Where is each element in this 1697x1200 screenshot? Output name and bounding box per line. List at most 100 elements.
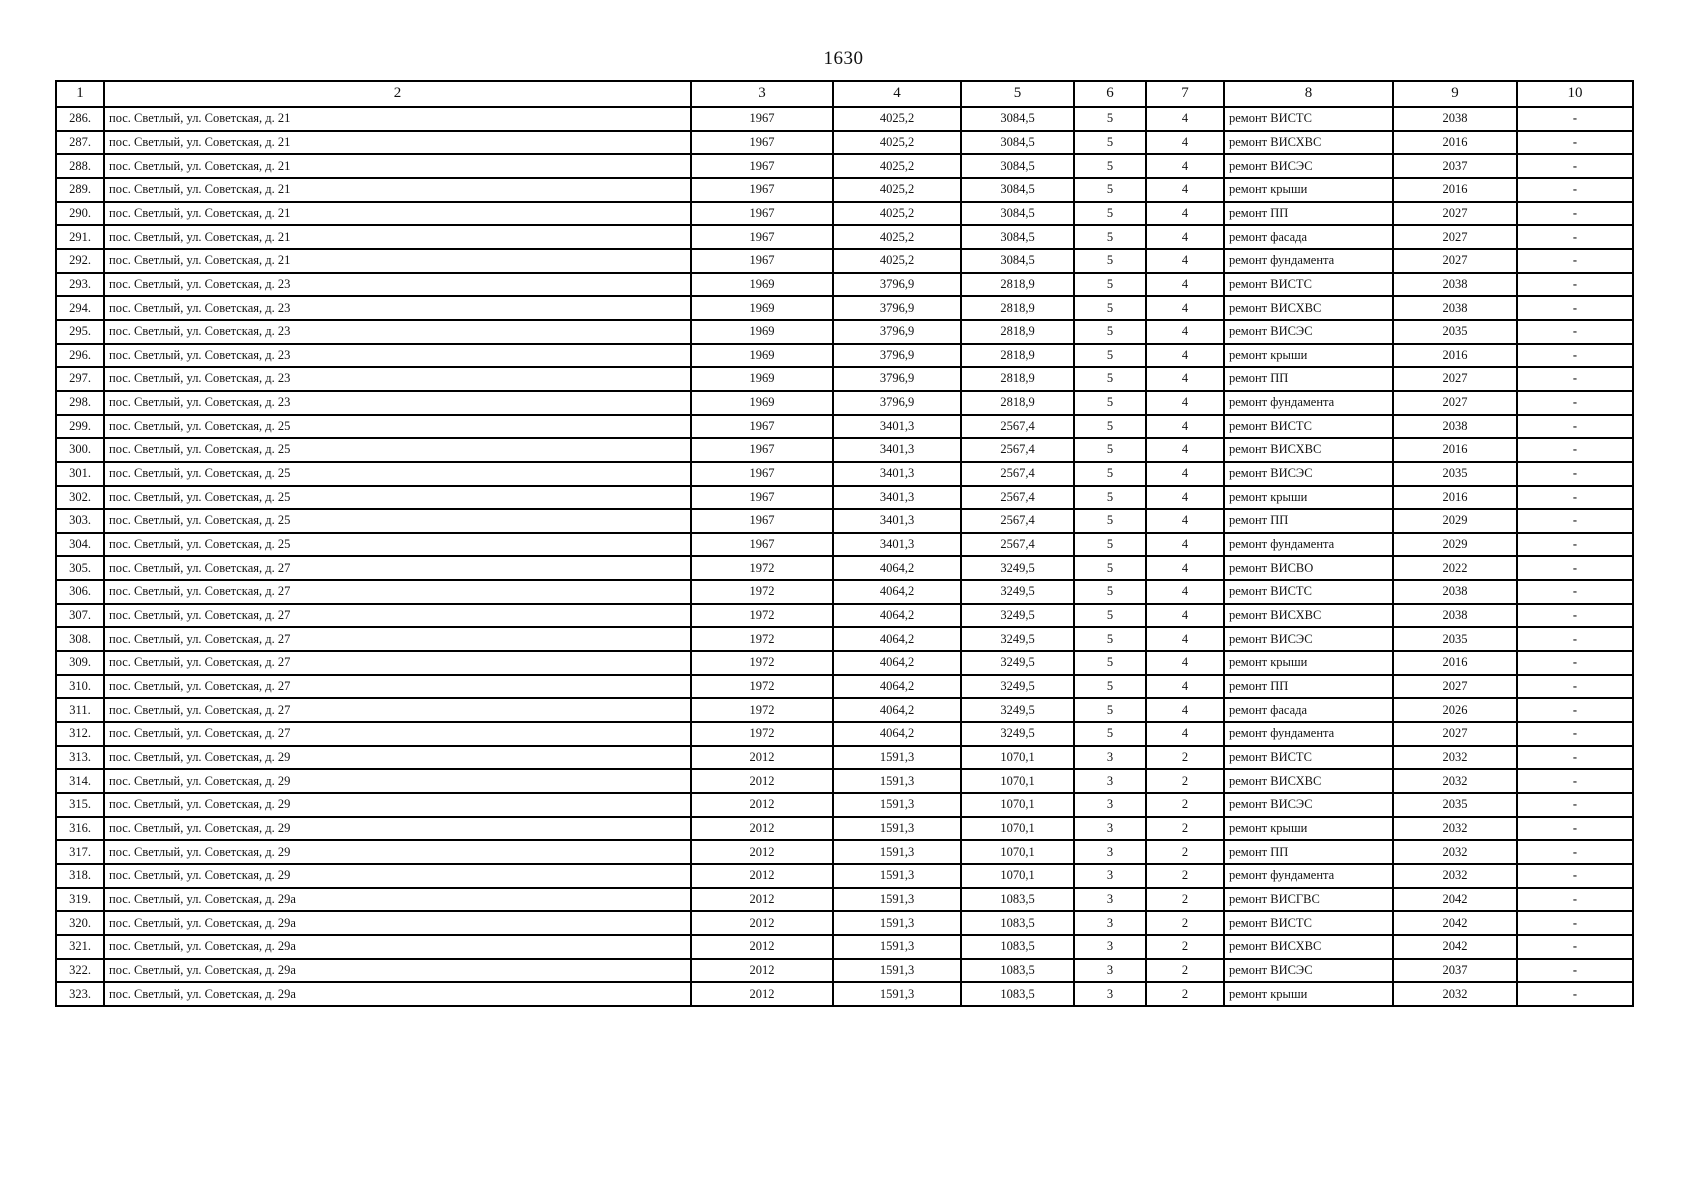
table-row: 321. пос. Светлый, ул. Советская, д. 29а 2… xyxy=(55,933,1634,960)
cell-col-9: 2016 xyxy=(1392,342,1518,369)
cell-col-4: 1591,3 xyxy=(832,744,962,771)
cell-col-1: 314. xyxy=(55,768,105,795)
cell-col-4: 3796,9 xyxy=(832,295,962,321)
cell-col-2: пос. Светлый, ул. Советская, д. 29а xyxy=(103,886,692,913)
cell-col-4: 4064,2 xyxy=(832,721,962,747)
cell-col-1: 308. xyxy=(55,626,105,653)
cell-col-8: ремонт ПП xyxy=(1223,366,1394,392)
cell-col-10: - xyxy=(1516,318,1634,345)
cell-col-10: - xyxy=(1516,815,1634,842)
cell-col-10: - xyxy=(1516,153,1634,179)
table-row: 323. пос. Светлый, ул. Советская, д. 29а 2… xyxy=(55,981,1634,1007)
cell-col-9: 2042 xyxy=(1392,910,1518,936)
cell-col-2: пос. Светлый, ул. Советская, д. 21 xyxy=(103,200,692,227)
cell-col-10: - xyxy=(1516,721,1634,747)
cell-col-8: ремонт фундамента xyxy=(1223,389,1394,416)
cell-col-7: 4 xyxy=(1145,437,1225,463)
cell-col-2: пос. Светлый, ул. Советская, д. 27 xyxy=(103,626,692,653)
cell-col-5: 2567,4 xyxy=(960,460,1075,487)
cell-col-5: 1083,5 xyxy=(960,886,1075,913)
cell-col-8: ремонт крыши xyxy=(1223,484,1394,511)
column-header: 3 xyxy=(690,80,834,108)
cell-col-1: 297. xyxy=(55,366,105,392)
cell-col-2: пос. Светлый, ул. Советская, д. 29а xyxy=(103,933,692,960)
cell-col-2: пос. Светлый, ул. Советская, д. 21 xyxy=(103,247,692,274)
cell-col-5: 2818,9 xyxy=(960,389,1075,416)
cell-col-7: 4 xyxy=(1145,484,1225,511)
table-row: 319. пос. Светлый, ул. Советская, д. 29а 2… xyxy=(55,886,1634,913)
cell-col-7: 4 xyxy=(1145,129,1225,156)
cell-col-1: 295. xyxy=(55,318,105,345)
table-row: 322. пос. Светлый, ул. Советская, д. 29а 2… xyxy=(55,957,1634,984)
cell-col-7: 2 xyxy=(1145,768,1225,795)
cell-col-7: 4 xyxy=(1145,295,1225,321)
cell-col-8: ремонт фасада xyxy=(1223,697,1394,724)
cell-col-7: 4 xyxy=(1145,247,1225,274)
cell-col-7: 4 xyxy=(1145,106,1225,132)
cell-col-7: 4 xyxy=(1145,200,1225,227)
table-row: 320. пос. Светлый, ул. Советская, д. 29а 2… xyxy=(55,910,1634,936)
cell-col-3: 1972 xyxy=(690,626,834,653)
table-row: 294. пос. Светлый, ул. Советская, д. 23 19… xyxy=(55,295,1634,321)
cell-col-9: 2027 xyxy=(1392,389,1518,416)
cell-col-9: 2022 xyxy=(1392,555,1518,582)
cell-col-6: 5 xyxy=(1073,697,1147,724)
cell-col-8: ремонт крыши xyxy=(1223,176,1394,203)
cell-col-6: 5 xyxy=(1073,271,1147,298)
table-row: 293. пос. Светлый, ул. Советская, д. 23 19… xyxy=(55,271,1634,298)
table-row: 306. пос. Светлый, ул. Советская, д. 27 19… xyxy=(55,579,1634,605)
cell-col-3: 1969 xyxy=(690,318,834,345)
cell-col-7: 2 xyxy=(1145,792,1225,818)
cell-col-6: 5 xyxy=(1073,247,1147,274)
cell-col-5: 2818,9 xyxy=(960,366,1075,392)
cell-col-9: 2032 xyxy=(1392,863,1518,889)
table-row: 316. пос. Светлый, ул. Советская, д. 29 20… xyxy=(55,815,1634,842)
cell-col-8: ремонт фундамента xyxy=(1223,863,1394,889)
table-row: 288. пос. Светлый, ул. Советская, д. 21 19… xyxy=(55,153,1634,179)
cell-col-4: 3796,9 xyxy=(832,342,962,369)
cell-col-8: ремонт ВИСГВС xyxy=(1223,886,1394,913)
table-row: 305. пос. Светлый, ул. Советская, д. 27 19… xyxy=(55,555,1634,582)
cell-col-2: пос. Светлый, ул. Советская, д. 21 xyxy=(103,153,692,179)
cell-col-8: ремонт ВИСХВС xyxy=(1223,437,1394,463)
cell-col-8: ремонт ВИСТС xyxy=(1223,271,1394,298)
cell-col-4: 1591,3 xyxy=(832,957,962,984)
cell-col-3: 1969 xyxy=(690,389,834,416)
cell-col-4: 4064,2 xyxy=(832,579,962,605)
cell-col-4: 3401,3 xyxy=(832,508,962,534)
cell-col-10: - xyxy=(1516,224,1634,250)
table-row: 299. пос. Светлый, ул. Советская, д. 25 19… xyxy=(55,413,1634,440)
cell-col-10: - xyxy=(1516,792,1634,818)
cell-col-4: 4025,2 xyxy=(832,129,962,156)
cell-col-8: ремонт ВИСЭС xyxy=(1223,460,1394,487)
cell-col-1: 293. xyxy=(55,271,105,298)
cell-col-9: 2027 xyxy=(1392,224,1518,250)
cell-col-5: 2818,9 xyxy=(960,271,1075,298)
table-row: 308. пос. Светлый, ул. Советская, д. 27 19… xyxy=(55,626,1634,653)
cell-col-1: 317. xyxy=(55,839,105,865)
cell-col-1: 304. xyxy=(55,531,105,558)
cell-col-5: 3249,5 xyxy=(960,579,1075,605)
cell-col-7: 4 xyxy=(1145,555,1225,582)
cell-col-3: 1972 xyxy=(690,697,834,724)
cell-col-1: 307. xyxy=(55,602,105,629)
cell-col-6: 5 xyxy=(1073,342,1147,369)
cell-col-6: 3 xyxy=(1073,863,1147,889)
cell-col-8: ремонт ВИСЭС xyxy=(1223,957,1394,984)
cell-col-3: 1972 xyxy=(690,579,834,605)
table-row: 301. пос. Светлый, ул. Советская, д. 25 19… xyxy=(55,460,1634,487)
cell-col-7: 4 xyxy=(1145,342,1225,369)
cell-col-10: - xyxy=(1516,910,1634,936)
cell-col-6: 3 xyxy=(1073,933,1147,960)
cell-col-8: ремонт крыши xyxy=(1223,981,1394,1007)
cell-col-9: 2032 xyxy=(1392,815,1518,842)
cell-col-2: пос. Светлый, ул. Советская, д. 27 xyxy=(103,721,692,747)
cell-col-2: пос. Светлый, ул. Советская, д. 29 xyxy=(103,839,692,865)
cell-col-1: 321. xyxy=(55,933,105,960)
cell-col-7: 4 xyxy=(1145,460,1225,487)
cell-col-8: ремонт ВИСЭС xyxy=(1223,153,1394,179)
cell-col-3: 2012 xyxy=(690,886,834,913)
cell-col-5: 1070,1 xyxy=(960,815,1075,842)
cell-col-5: 2567,4 xyxy=(960,531,1075,558)
table-row: 317. пос. Светлый, ул. Советская, д. 29 20… xyxy=(55,839,1634,865)
